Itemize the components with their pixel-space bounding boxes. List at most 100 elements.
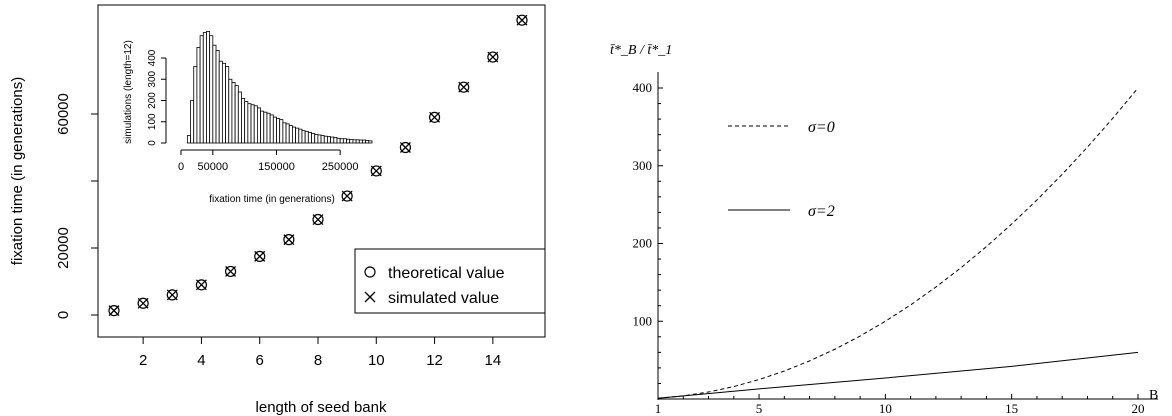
left-y-axis: 0 20000 60000	[55, 93, 99, 319]
inset-histogram-bar	[209, 35, 214, 144]
inset-histogram-bar	[365, 140, 370, 144]
inset-histogram	[186, 31, 373, 144]
simulated-point	[283, 234, 295, 246]
inset-x-tick-label: 50000	[198, 161, 229, 173]
inset-histogram-bar	[256, 107, 261, 144]
inset-histogram-bar	[323, 135, 328, 144]
inset-histogram-bar	[253, 105, 258, 144]
inset-histogram-bar	[330, 136, 335, 144]
inset-histogram-bar	[282, 122, 287, 144]
left-y-tick-label: 0	[55, 311, 72, 319]
left-y-tick-label: 60000	[55, 93, 72, 135]
theoretical-point	[254, 250, 266, 262]
right-y-tick-label: 200	[633, 236, 653, 251]
theoretical-point	[399, 141, 412, 154]
inset-histogram-bar	[292, 126, 296, 144]
simulated-point	[341, 190, 353, 202]
left-x-tick-label: 14	[485, 352, 502, 369]
inset-histogram-bar	[218, 60, 223, 144]
inset-histogram-bar	[266, 112, 271, 144]
inset-histogram-bar	[362, 139, 367, 144]
inset-histogram-bar	[279, 119, 284, 144]
theoretical-point	[137, 297, 149, 309]
right-x-tick-label: 15	[1005, 401, 1018, 416]
inset-histogram-bar	[231, 82, 236, 144]
left-x-tick-label: 2	[139, 352, 147, 369]
inset-histogram-bar	[234, 85, 239, 144]
inset-histogram-bar	[225, 66, 230, 144]
series-sigma-0-line	[657, 87, 1139, 399]
inset-histogram-bar	[304, 130, 309, 144]
right-x-tick-label: 1	[655, 401, 662, 416]
left-x-tick-label: 4	[197, 352, 205, 369]
inset-histogram-bar	[368, 140, 373, 144]
legend-sigma-0-label: σ=0	[808, 119, 835, 136]
inset-x-tick-label: 0	[178, 161, 184, 173]
left-y-axis-label: fixation time (in generations)	[9, 77, 26, 265]
simulated-point	[137, 297, 149, 309]
left-x-tick-label: 8	[314, 352, 322, 369]
right-x-tick-label: 10	[879, 401, 892, 416]
inset-histogram-bar	[250, 104, 255, 144]
inset-x-axis-label: fixation time (in generations)	[209, 194, 335, 205]
inset-histogram-bar	[190, 100, 195, 144]
inset-histogram-bar	[342, 138, 347, 144]
simulated-point	[516, 14, 528, 26]
theoretical-point	[195, 279, 208, 291]
inset-histogram-bar	[336, 137, 341, 144]
inset-histogram-bar	[307, 131, 312, 144]
left-x-tick-label: 6	[256, 352, 264, 369]
inset-histogram-bar	[320, 135, 325, 144]
inset-histogram-bar	[247, 103, 252, 144]
inset-histogram-bar	[355, 139, 360, 144]
inset-axes: 0 50000 150000 250000 0 100 200 300 400	[147, 49, 359, 173]
right-y-axis-title: t̄*_B / t̄*_1	[610, 43, 673, 58]
simulated-point	[370, 165, 382, 177]
simulated-point	[225, 265, 237, 277]
theoretical-point	[108, 305, 120, 317]
inset-histogram-bar	[193, 66, 198, 144]
theoretical-point	[487, 51, 499, 63]
legend-simulated-label: simulated value	[388, 290, 499, 307]
inset-histogram-bar	[196, 46, 201, 144]
simulated-point	[108, 305, 120, 317]
right-x-axis-end-label: B	[1149, 388, 1158, 403]
inset-histogram-bar	[199, 35, 204, 144]
inset-histogram-bar	[215, 50, 220, 144]
left-x-tick-label: 12	[426, 352, 443, 369]
theoretical-point	[224, 265, 237, 278]
right-y-tick-label: 100	[633, 313, 653, 328]
inset-histogram-bar	[186, 135, 191, 144]
inset-histogram-bar	[314, 134, 319, 144]
simulated-point	[166, 289, 178, 301]
inset-histogram-bar	[237, 91, 242, 144]
inset-histogram-bar	[327, 136, 332, 144]
legend-theoretical-label: theoretical value	[388, 265, 505, 282]
series-sigma-2-line	[657, 351, 1139, 399]
inset-histogram-bar	[339, 138, 344, 144]
theoretical-point	[166, 289, 178, 301]
inset-histogram-bar	[352, 139, 357, 144]
inset-histogram-bar	[221, 62, 226, 144]
simulated-point	[429, 111, 441, 123]
inset-histogram-bar	[301, 130, 306, 144]
inset-histogram-bar	[285, 123, 290, 144]
inset-y-tick-label: 100	[147, 113, 158, 130]
inset-histogram-bar	[288, 125, 293, 144]
inset-y-tick-label: 0	[147, 140, 158, 146]
inset-x-tick-label: 150000	[258, 161, 295, 173]
theoretical-point	[341, 190, 353, 202]
inset-histogram-bar	[295, 127, 300, 144]
inset-histogram-bar	[333, 137, 338, 144]
right-y-tick-label: 300	[633, 158, 653, 173]
inset-x-tick-label: 250000	[322, 161, 359, 173]
simulated-point	[254, 250, 266, 262]
right-x-tick-label: 20	[1132, 401, 1145, 416]
inset-histogram-bar	[241, 97, 246, 144]
inset-y-tick-label: 400	[147, 49, 158, 66]
left-legend-box	[354, 248, 546, 314]
inset-histogram-bar	[317, 134, 322, 144]
inset-histogram-bar	[244, 101, 249, 144]
